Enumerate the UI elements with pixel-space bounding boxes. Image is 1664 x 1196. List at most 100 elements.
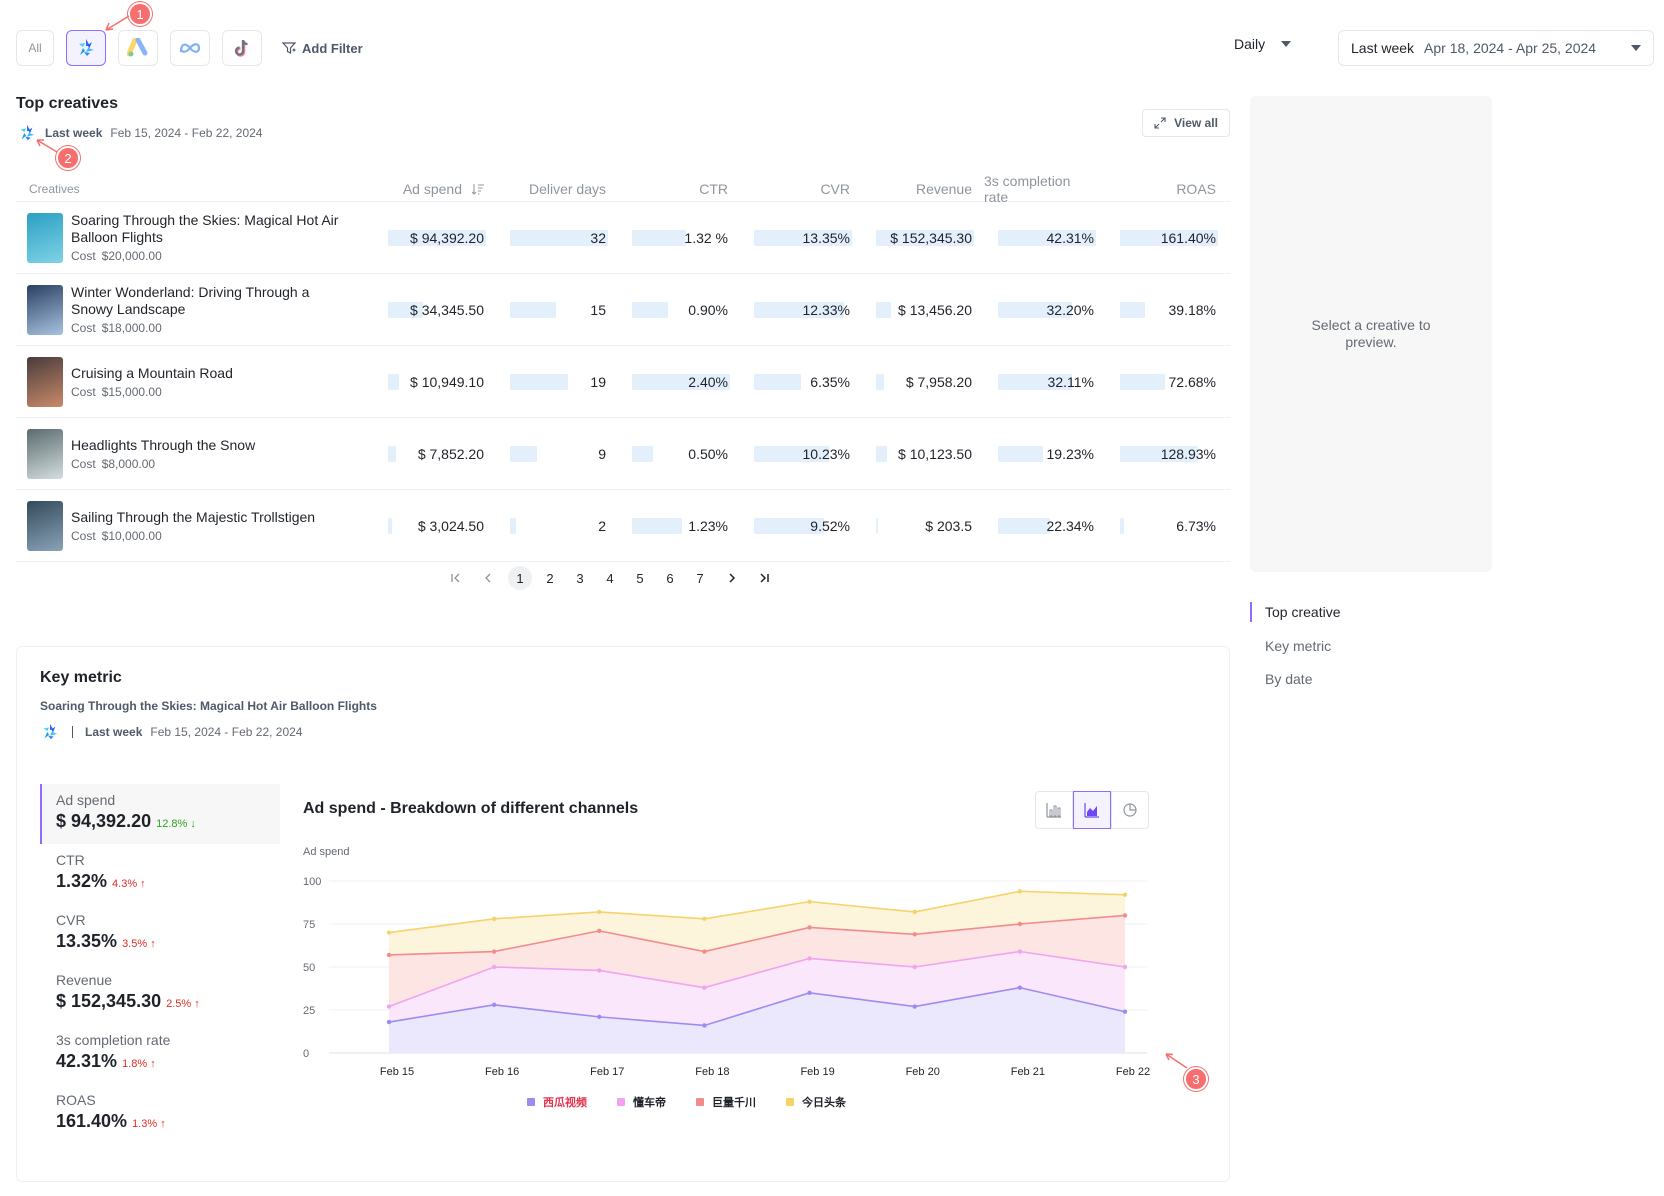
data-point[interactable]	[702, 985, 707, 990]
filter-tiktok-chip[interactable]	[222, 30, 262, 66]
data-point[interactable]	[1017, 949, 1023, 954]
data-point[interactable]	[491, 949, 497, 954]
filter-google-ads-chip[interactable]	[118, 30, 158, 66]
table-row[interactable]: Sailing Through the Majestic Trollstigen…	[16, 490, 1230, 562]
metric-change: 3.5% ↑	[122, 938, 156, 950]
creative-cell[interactable]: Cruising a Mountain Road Cost $15,000.00	[16, 356, 374, 407]
sort-descending-icon[interactable]	[472, 183, 484, 195]
page-button-4[interactable]: 4	[606, 570, 614, 586]
legend-item[interactable]: 懂车帝	[617, 1094, 666, 1110]
data-point[interactable]	[1122, 913, 1128, 918]
data-point[interactable]	[1017, 921, 1023, 927]
data-point[interactable]	[386, 930, 392, 935]
legend-item[interactable]: 今日头条	[786, 1094, 846, 1110]
data-point[interactable]	[807, 925, 812, 930]
metric-item[interactable]: Ad spend $ 94,392.20 12.8% ↓	[40, 784, 280, 844]
page-button-3[interactable]: 3	[576, 570, 584, 586]
metric-item[interactable]: CTR 1.32% 4.3% ↑	[40, 844, 280, 904]
filter-all-chip[interactable]: All	[16, 30, 54, 66]
column-header-roas[interactable]: ROAS	[1176, 180, 1216, 197]
granularity-select[interactable]: Daily	[1234, 36, 1292, 52]
data-point[interactable]	[597, 909, 602, 915]
creative-cell[interactable]: Headlights Through the Snow Cost $8,000.00	[16, 428, 374, 479]
bar-chart-button[interactable]	[1035, 791, 1073, 829]
anchor-item-top-creative[interactable]: Top creative	[1250, 602, 1340, 622]
data-point[interactable]	[807, 956, 812, 961]
cell-bar	[876, 301, 891, 318]
data-point[interactable]	[912, 932, 917, 937]
creative-thumbnail[interactable]	[27, 284, 63, 335]
creative-thumbnail[interactable]	[27, 212, 63, 263]
column-header-3s-completion-rate[interactable]: 3s completion rate	[984, 172, 1071, 205]
metric-item[interactable]: CVR 13.35% 3.5% ↑	[40, 904, 280, 964]
column-header-cvr[interactable]: CVR	[820, 180, 850, 197]
pie-chart-button[interactable]	[1111, 791, 1149, 829]
period-dates: Feb 15, 2024 - Feb 22, 2024	[110, 126, 263, 140]
data-point[interactable]	[702, 1023, 707, 1028]
creative-thumbnail[interactable]	[27, 500, 63, 551]
creative-cell[interactable]: Winter Wonderland: Driving Through a Sno…	[16, 284, 374, 335]
data-point[interactable]	[491, 964, 497, 970]
table-row[interactable]: Headlights Through the Snow Cost $8,000.00…	[16, 418, 1230, 490]
data-point[interactable]	[1017, 985, 1023, 990]
next-page-button[interactable]	[720, 566, 744, 590]
data-point[interactable]	[807, 899, 812, 904]
creative-thumbnail[interactable]	[27, 428, 63, 479]
anchor-item-key-metric[interactable]: Key metric	[1265, 637, 1332, 654]
data-point[interactable]	[597, 928, 602, 934]
table-row[interactable]: Winter Wonderland: Driving Through a Sno…	[16, 274, 1230, 346]
data-point[interactable]	[1122, 964, 1128, 970]
data-point[interactable]	[597, 968, 602, 973]
page-button-6[interactable]: 6	[666, 570, 674, 586]
metric-item[interactable]: Revenue $ 152,345.30 2.5% ↑	[40, 964, 280, 1024]
anchor-item-by-date[interactable]: By date	[1265, 670, 1313, 687]
filter-meta-chip[interactable]	[170, 30, 210, 66]
column-header-revenue[interactable]: Revenue	[915, 180, 972, 197]
column-header-deliver-days[interactable]: Deliver days	[528, 180, 606, 197]
data-point[interactable]	[1122, 892, 1128, 897]
legend-item[interactable]: 西瓜视频	[527, 1094, 587, 1110]
data-point[interactable]	[912, 964, 917, 970]
data-point[interactable]	[702, 916, 707, 922]
cell-roas: 39.18%	[1106, 274, 1228, 345]
first-page-button[interactable]	[444, 566, 468, 590]
last-page-button[interactable]	[752, 566, 776, 590]
area-chart-button[interactable]	[1073, 791, 1111, 829]
creative-cell[interactable]: Soaring Through the Skies: Magical Hot A…	[16, 212, 374, 263]
x-tick-label: Feb 18	[695, 1066, 729, 1078]
data-point[interactable]	[491, 916, 497, 922]
view-all-button[interactable]: View all	[1142, 109, 1230, 137]
data-point[interactable]	[912, 909, 917, 915]
page-button-5[interactable]: 5	[636, 570, 644, 586]
add-filter-button[interactable]: Add Filter	[282, 41, 363, 56]
data-point[interactable]	[912, 1004, 917, 1009]
top-creatives-table: Creatives Ad spend Deliver days CTR CVR …	[16, 172, 1230, 562]
previous-page-button[interactable]	[476, 566, 500, 590]
data-point[interactable]	[1122, 1009, 1128, 1014]
data-point[interactable]	[491, 1002, 497, 1008]
page-button-2[interactable]: 2	[546, 570, 554, 586]
data-point[interactable]	[807, 990, 812, 995]
page-button-7[interactable]: 7	[696, 570, 704, 586]
data-point[interactable]	[386, 952, 392, 958]
date-range-picker[interactable]: Last week Apr 18, 2024 - Apr 25, 2024	[1338, 30, 1654, 66]
data-point[interactable]	[1017, 889, 1023, 894]
creative-thumbnail[interactable]	[27, 356, 63, 407]
data-point[interactable]	[386, 1019, 392, 1025]
metric-item[interactable]: ROAS 161.40% 1.3% ↑	[40, 1084, 280, 1144]
legend-item[interactable]: 巨量千川	[696, 1094, 756, 1110]
table-row[interactable]: Cruising a Mountain Road Cost $15,000.00 $ …	[16, 346, 1230, 418]
cell-cvr: 6.35%	[740, 346, 862, 417]
filter-ocean-engine-chip[interactable]	[66, 30, 106, 66]
page-button-1[interactable]: 1	[508, 566, 532, 590]
column-header-ctr[interactable]: CTR	[699, 180, 728, 197]
data-point[interactable]	[386, 1004, 392, 1009]
creative-cell[interactable]: Sailing Through the Majestic Trollstigen…	[16, 500, 374, 551]
data-point[interactable]	[597, 1014, 602, 1020]
series-area-0	[389, 987, 1125, 1053]
metric-item[interactable]: 3s completion rate 42.31% 1.8% ↑	[40, 1024, 280, 1084]
table-row[interactable]: Soaring Through the Skies: Magical Hot A…	[16, 202, 1230, 274]
data-point[interactable]	[702, 949, 707, 954]
cell-value: 12.33%	[802, 301, 850, 318]
column-header-ad-spend[interactable]: Ad spend	[374, 176, 496, 201]
